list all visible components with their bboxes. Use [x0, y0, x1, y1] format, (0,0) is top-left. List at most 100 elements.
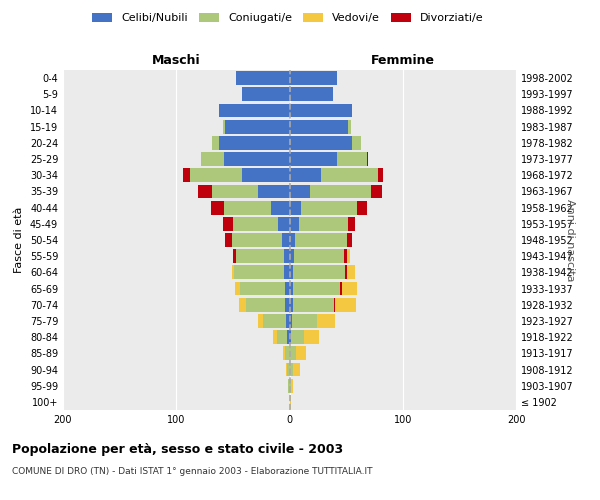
Bar	[294, 250, 344, 263]
Bar	[344, 250, 347, 263]
Bar	[310, 184, 371, 198]
Bar	[340, 282, 341, 296]
Bar	[290, 136, 352, 149]
Bar	[289, 379, 290, 392]
Bar	[283, 346, 285, 360]
Bar	[290, 266, 293, 280]
Bar	[340, 282, 358, 296]
Bar	[281, 233, 290, 247]
Bar	[271, 200, 290, 214]
Bar	[233, 217, 278, 230]
Bar	[317, 314, 335, 328]
Bar	[219, 136, 290, 149]
Bar	[345, 266, 347, 280]
Bar	[299, 217, 349, 230]
Bar	[232, 266, 234, 280]
Bar	[290, 184, 310, 198]
Bar	[349, 217, 350, 230]
Bar	[239, 282, 285, 296]
Bar	[290, 282, 293, 296]
Bar	[211, 200, 224, 214]
Bar	[293, 298, 334, 312]
Bar	[290, 168, 321, 182]
Bar	[290, 298, 293, 312]
Bar	[284, 250, 290, 263]
Bar	[290, 152, 337, 166]
Bar	[347, 233, 350, 247]
Bar	[242, 88, 290, 101]
Bar	[293, 266, 345, 280]
Text: Popolazione per età, sesso e stato civile - 2003: Popolazione per età, sesso e stato civil…	[12, 442, 343, 456]
Bar	[225, 233, 232, 247]
Text: COMUNE DI DRO (TN) - Dati ISTAT 1° gennaio 2003 - Elaborazione TUTTITALIA.IT: COMUNE DI DRO (TN) - Dati ISTAT 1° genna…	[12, 468, 373, 476]
Bar	[296, 346, 307, 360]
Bar	[212, 184, 258, 198]
Bar	[295, 233, 347, 247]
Legend: Celibi/Nubili, Coniugati/e, Vedovi/e, Divorziati/e: Celibi/Nubili, Coniugati/e, Vedovi/e, Di…	[88, 8, 488, 28]
Bar	[247, 298, 285, 312]
Bar	[190, 168, 242, 182]
Bar	[183, 168, 190, 182]
Y-axis label: Fasce di età: Fasce di età	[14, 207, 24, 273]
Bar	[290, 233, 295, 247]
Bar	[290, 379, 293, 392]
Bar	[235, 250, 236, 263]
Bar	[337, 152, 367, 166]
Bar	[236, 250, 284, 263]
Bar	[198, 184, 212, 198]
Bar	[286, 314, 290, 328]
Bar	[290, 346, 296, 360]
Bar	[349, 120, 350, 134]
Bar	[239, 298, 247, 312]
Bar	[278, 217, 290, 230]
Bar	[263, 314, 286, 328]
Bar	[334, 298, 356, 312]
Bar	[349, 217, 355, 230]
Bar	[258, 314, 263, 328]
Bar	[287, 362, 290, 376]
Bar	[290, 250, 294, 263]
Bar	[293, 362, 299, 376]
Text: Anni di nascita: Anni di nascita	[565, 198, 575, 281]
Bar	[285, 346, 290, 360]
Bar	[277, 330, 287, 344]
Text: Maschi: Maschi	[152, 54, 200, 68]
Bar	[233, 250, 236, 263]
Bar	[347, 233, 352, 247]
Bar	[235, 282, 239, 296]
Bar	[272, 330, 277, 344]
Bar	[201, 152, 224, 166]
Bar	[304, 330, 319, 344]
Bar	[223, 217, 233, 230]
Bar	[290, 217, 299, 230]
Bar	[321, 168, 378, 182]
Bar	[225, 120, 290, 134]
Bar	[242, 168, 290, 182]
Bar	[212, 136, 219, 149]
Bar	[290, 88, 332, 101]
Bar	[301, 200, 358, 214]
Bar	[287, 330, 290, 344]
Bar	[223, 120, 225, 134]
Bar	[234, 266, 284, 280]
Bar	[290, 120, 349, 134]
Bar	[371, 184, 382, 198]
Bar	[285, 282, 290, 296]
Bar	[292, 314, 317, 328]
Bar	[290, 104, 352, 118]
Bar	[345, 266, 355, 280]
Bar	[290, 362, 293, 376]
Bar	[290, 314, 292, 328]
Bar	[219, 104, 290, 118]
Bar	[358, 200, 367, 214]
Bar	[224, 200, 271, 214]
Bar	[236, 71, 290, 85]
Bar	[367, 152, 368, 166]
Bar	[293, 282, 340, 296]
Bar	[290, 71, 337, 85]
Bar	[352, 136, 361, 149]
Bar	[344, 250, 350, 263]
Bar	[285, 298, 290, 312]
Bar	[290, 330, 304, 344]
Bar	[334, 298, 335, 312]
